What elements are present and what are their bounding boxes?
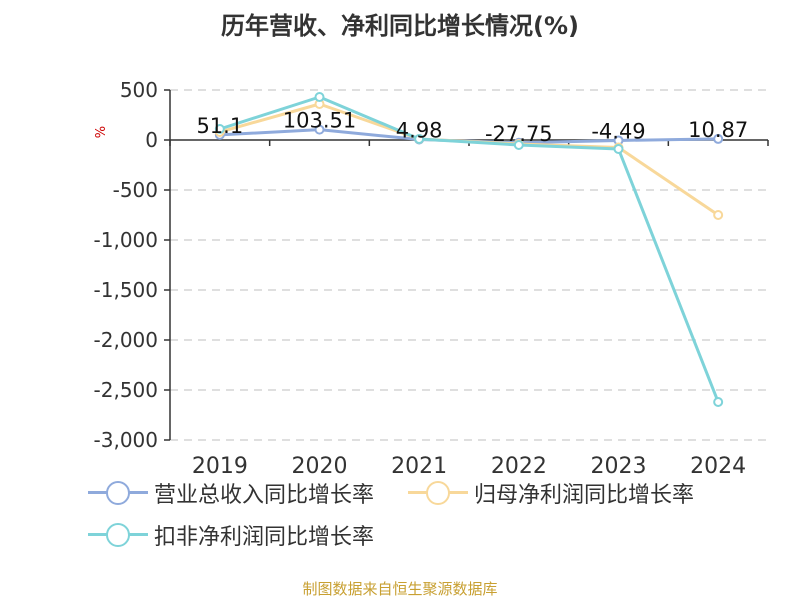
y-tick-label: -3,000 [94, 428, 158, 452]
series-line [219, 95, 720, 403]
legend-item-net-profit[interactable]: 归母净利润同比增长率 [408, 478, 694, 508]
legend-marker-icon [408, 478, 468, 508]
data-label: 51.1 [196, 114, 243, 138]
x-tick-label: 2022 [491, 454, 547, 479]
data-label: -4.49 [591, 119, 645, 143]
data-point [314, 92, 325, 102]
data-point [713, 133, 724, 144]
data-point [513, 140, 524, 150]
x-tick-label: 2019 [192, 454, 248, 479]
y-tick-label: -2,500 [94, 378, 158, 402]
y-tick-label: -2,000 [94, 328, 158, 352]
data-point [713, 397, 724, 407]
y-tick-label: -1,000 [94, 228, 158, 252]
legend-item-deducted-profit[interactable]: 扣非净利润同比增长率 [88, 520, 374, 550]
data-label: -27.75 [485, 122, 553, 146]
y-axis-label: % [94, 126, 109, 138]
data-point [214, 124, 225, 134]
legend-label: 营业总收入同比增长率 [154, 483, 375, 508]
data-point [613, 144, 624, 154]
x-tick-label: 2023 [591, 454, 647, 479]
x-tick-label: 2020 [292, 454, 348, 479]
legend-label: 归母净利润同比增长率 [474, 483, 695, 508]
data-point [414, 134, 425, 144]
data-label: 4.98 [396, 119, 443, 143]
data-label: 10.87 [688, 118, 748, 142]
data-point [713, 210, 724, 220]
y-tick-label: 500 [120, 78, 158, 102]
x-tick-label: 2024 [690, 454, 746, 479]
data-label: 103.51 [283, 109, 356, 133]
x-tick-label: 2021 [391, 454, 447, 479]
legend-item-revenue[interactable]: 营业总收入同比增长率 [88, 478, 374, 508]
y-tick-label: -1,500 [94, 278, 158, 302]
legend-marker-icon [88, 478, 148, 508]
y-tick-label: -500 [113, 178, 158, 202]
data-point [314, 124, 325, 135]
chart-title: 历年营收、净利同比增长情况(%) [221, 12, 579, 40]
legend-label: 扣非净利润同比增长率 [154, 525, 375, 550]
source-note: 制图数据来自恒生聚源数据库 [302, 580, 498, 598]
legend-marker-icon [88, 520, 148, 550]
y-tick-label: 0 [145, 128, 158, 152]
